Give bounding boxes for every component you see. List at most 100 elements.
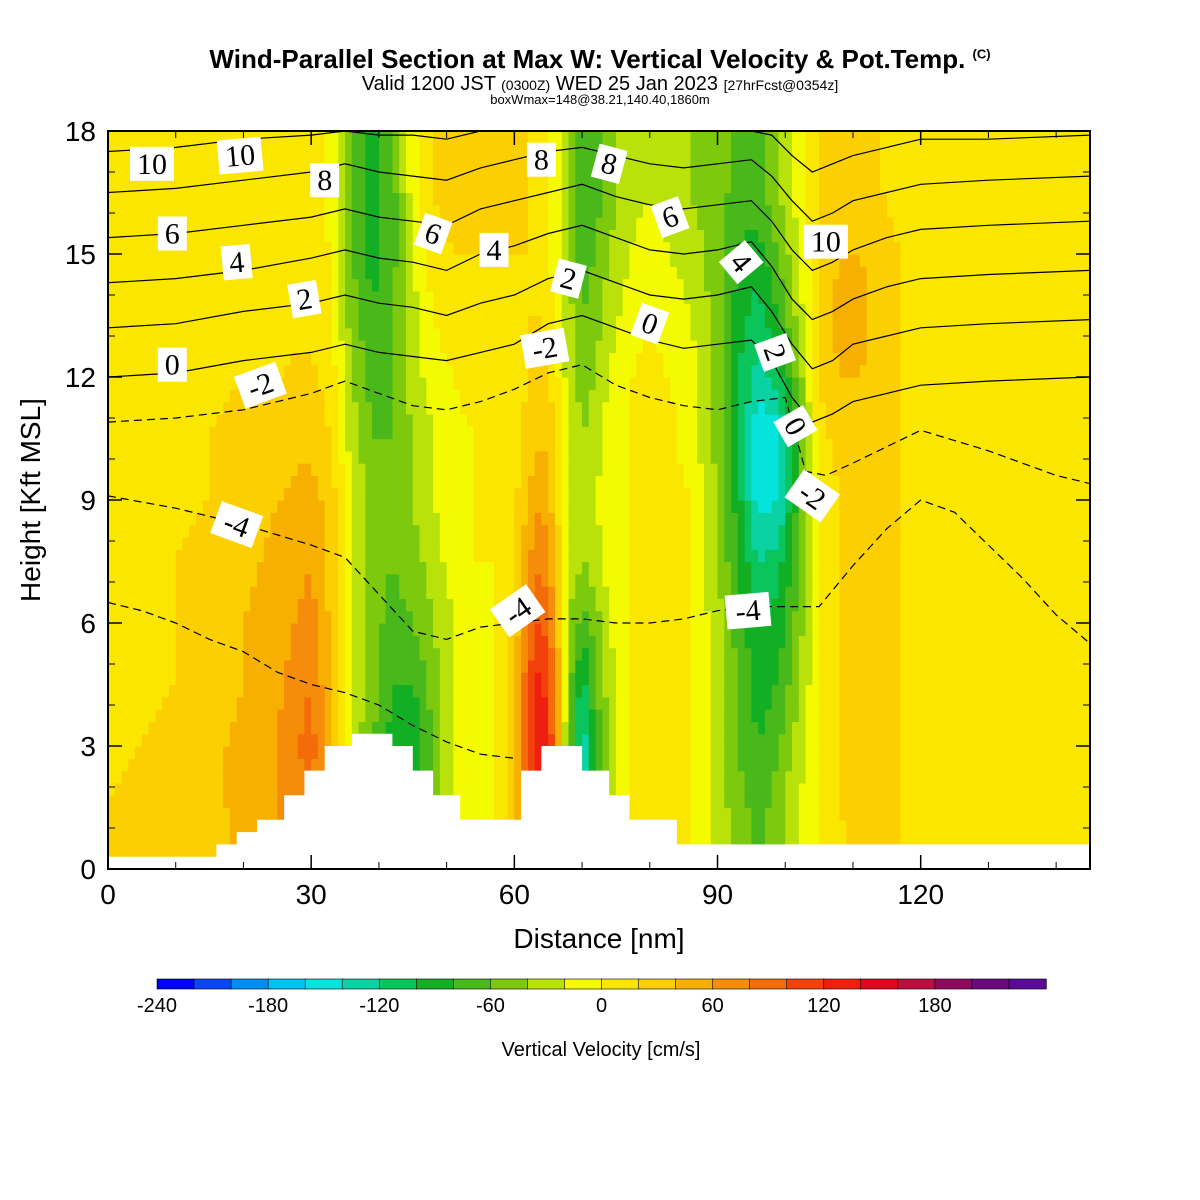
heatmap-cell: [270, 659, 278, 673]
heatmap-cell: [189, 586, 197, 599]
heatmap-cell: [297, 623, 305, 636]
heatmap-cell: [372, 598, 380, 612]
heatmap-cell: [108, 746, 116, 759]
heatmap-cell: [216, 450, 224, 464]
heatmap-cell: [866, 770, 874, 784]
heatmap-cell: [1076, 598, 1084, 612]
heatmap-cell: [155, 746, 163, 759]
heatmap-cell: [900, 635, 908, 649]
heatmap-cell: [656, 659, 664, 673]
heatmap-cell: [913, 635, 922, 649]
heatmap-cell: [202, 770, 211, 784]
heatmap-cell: [541, 721, 549, 735]
heatmap-cell: [304, 659, 312, 673]
heatmap-cell: [1015, 733, 1023, 747]
heatmap-cell: [405, 721, 414, 735]
heatmap-cell: [419, 463, 427, 476]
heatmap-cell: [771, 832, 780, 845]
heatmap-cell: [345, 610, 353, 624]
heatmap-cell: [236, 438, 245, 452]
heatmap-cell: [277, 623, 285, 636]
heatmap-cell: [108, 500, 116, 513]
heatmap-cell: [446, 450, 454, 464]
heatmap-cell: [155, 647, 163, 661]
heatmap-cell: [778, 807, 786, 821]
heatmap-cell: [141, 733, 150, 747]
heatmap-cell: [771, 733, 780, 747]
heatmap-cell: [703, 463, 712, 476]
heatmap-cell: [886, 746, 895, 759]
heatmap-cell: [155, 684, 163, 698]
heatmap-cell: [345, 512, 353, 526]
heatmap-cell: [934, 487, 942, 501]
heatmap-cell: [622, 758, 631, 772]
heatmap-cell: [724, 561, 732, 575]
heatmap-cell: [128, 696, 136, 710]
heatmap-cell: [114, 524, 123, 538]
heatmap-cell: [751, 450, 759, 464]
heatmap-cell: [582, 549, 590, 563]
heatmap-cell: [819, 721, 827, 735]
heatmap-cell: [446, 709, 454, 722]
heatmap-cell: [1083, 536, 1090, 550]
heatmap-cell: [1062, 659, 1071, 673]
heatmap-cell: [114, 549, 123, 563]
heatmap-cell: [236, 623, 245, 636]
heatmap-cell: [954, 561, 962, 575]
heatmap-cell: [839, 635, 847, 649]
heatmap-cell: [290, 524, 299, 538]
heatmap-cell: [636, 549, 644, 563]
heatmap-cell: [609, 463, 617, 476]
heatmap-cell: [270, 524, 278, 538]
heatmap-cell: [724, 487, 732, 501]
heatmap-cell: [710, 598, 719, 612]
heatmap-cell: [1008, 512, 1017, 526]
heatmap-cell: [256, 672, 265, 686]
heatmap-cell: [182, 832, 190, 845]
heatmap-cell: [209, 770, 217, 784]
heatmap-cell: [880, 758, 888, 772]
heatmap-cell: [168, 844, 177, 858]
heatmap-cell: [1008, 672, 1017, 686]
heatmap-cell: [338, 709, 346, 722]
heatmap-cell: [162, 758, 170, 772]
heatmap-cell: [148, 795, 156, 809]
heatmap-cell: [317, 573, 326, 587]
heatmap-cell: [1076, 782, 1084, 796]
heatmap-cell: [324, 536, 333, 550]
heatmap-cell: [866, 598, 874, 612]
heatmap-cell: [636, 795, 644, 809]
heatmap-cell: [263, 721, 272, 735]
heatmap-cell: [480, 746, 488, 759]
heatmap-cell: [548, 721, 556, 735]
heatmap-cell: [1062, 512, 1071, 526]
heatmap-cell: [561, 524, 570, 538]
heatmap-cell: [703, 795, 712, 809]
heatmap-cell: [473, 782, 482, 796]
heatmap-cell: [920, 672, 929, 686]
heatmap-cell: [405, 487, 414, 501]
heatmap-cell: [1001, 573, 1010, 587]
heatmap-cell: [886, 696, 895, 710]
heatmap-cell: [758, 709, 766, 722]
heatmap-cell: [372, 524, 380, 538]
heatmap-cell: [446, 610, 454, 624]
heatmap-cell: [920, 807, 929, 821]
heatmap-cell: [670, 807, 678, 821]
heatmap-cell: [223, 746, 231, 759]
heatmap-cell: [873, 586, 881, 599]
heatmap-cell: [995, 524, 1003, 538]
heatmap-cell: [737, 549, 746, 563]
heatmap-cell: [1035, 746, 1044, 759]
heatmap-cell: [141, 721, 150, 735]
heatmap-cell: [1022, 450, 1030, 464]
heatmap-cell: [439, 672, 448, 686]
heatmap-cell: [202, 610, 211, 624]
heatmap-cell: [690, 549, 698, 563]
heatmap-cell: [1022, 684, 1030, 698]
heatmap-cell: [453, 659, 461, 673]
heatmap-cell: [649, 475, 658, 489]
heatmap-cell: [521, 672, 529, 686]
heatmap-cell: [988, 536, 996, 550]
heatmap-cell: [311, 746, 319, 759]
